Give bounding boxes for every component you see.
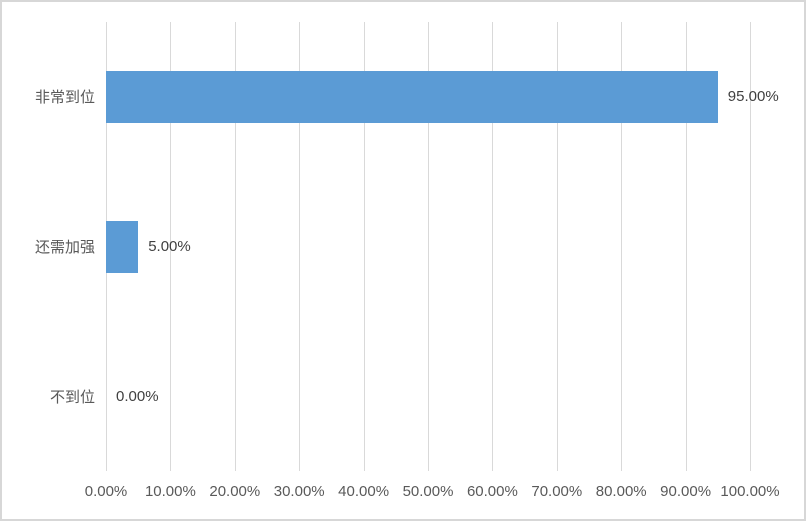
data-label: 95.00%	[727, 88, 779, 106]
x-tick-label: 60.00%	[466, 483, 518, 500]
x-tick-label: 80.00%	[595, 483, 647, 500]
x-tick-label: 10.00%	[144, 483, 196, 500]
gridline	[621, 22, 623, 471]
gridline	[363, 22, 365, 471]
category-label: 还需加强	[34, 238, 95, 256]
gridline	[428, 22, 429, 471]
x-tick-label: 100.00%	[720, 483, 780, 500]
plot-area: 95.00% 5.00% 0.00%	[106, 22, 779, 471]
x-axis: 0.00% 10.00% 20.00% 30.00% 40.00% 50.00% 60.00…	[85, 471, 780, 511]
data-label: 0.00%	[116, 387, 159, 405]
gridline	[556, 22, 558, 471]
category-label: 不到位	[49, 388, 95, 406]
x-tick-label: 40.00%	[338, 483, 390, 500]
gridline	[170, 22, 172, 471]
x-tick-label: 50.00%	[402, 483, 454, 500]
category-label: 非常到位	[34, 89, 95, 107]
x-tick-label: 70.00%	[531, 483, 583, 500]
gridline	[234, 22, 236, 471]
data-label: 5.00%	[148, 237, 191, 255]
category-axis: 非常到位还需加强不到位	[2, 22, 95, 471]
bar	[106, 220, 139, 273]
x-tick-label: 0.00%	[84, 483, 128, 500]
gridline	[492, 22, 494, 471]
gridline	[685, 22, 687, 471]
gridline	[299, 22, 301, 471]
gridline	[750, 22, 751, 471]
x-tick-label: 20.00%	[209, 483, 261, 500]
x-tick-label: 30.00%	[273, 483, 325, 500]
x-tick-label: 90.00%	[660, 483, 712, 500]
bar	[106, 70, 718, 123]
